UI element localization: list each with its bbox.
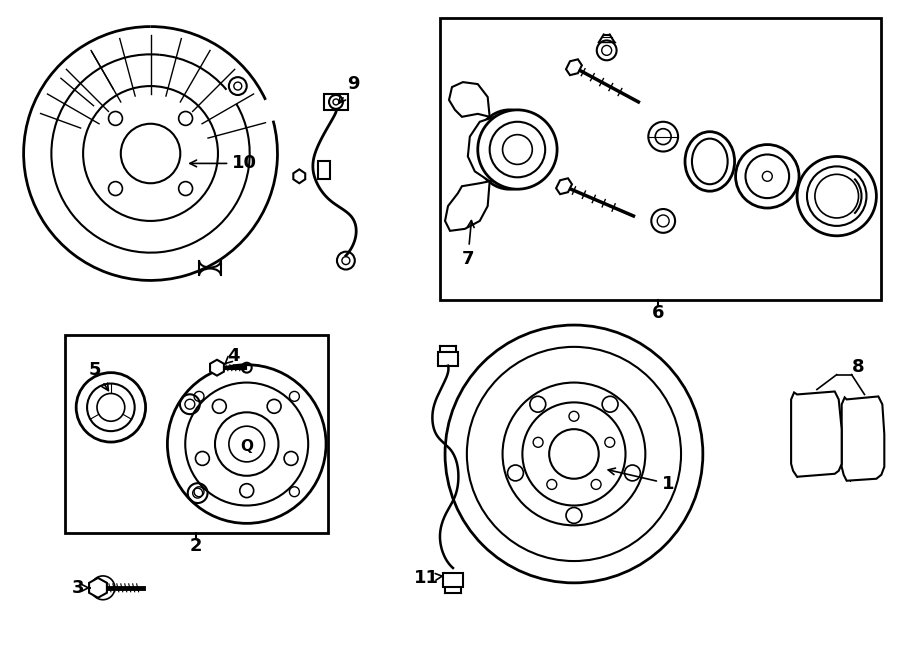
Polygon shape [210,360,224,375]
Text: 3: 3 [72,579,90,597]
Polygon shape [556,178,572,194]
Text: 2: 2 [190,537,203,555]
Polygon shape [89,578,107,598]
Bar [440,18,881,300]
Text: 11: 11 [414,569,443,587]
Text: 7: 7 [462,221,474,268]
Circle shape [735,145,799,208]
Text: 10: 10 [190,155,257,173]
Bar [324,94,348,110]
Bar [438,352,458,366]
Text: 5: 5 [89,361,108,391]
Text: 6: 6 [652,304,664,322]
Polygon shape [468,117,529,181]
Text: Q: Q [240,438,253,453]
Polygon shape [566,59,582,75]
Text: 4: 4 [225,347,240,365]
Bar [443,573,463,587]
Text: 1: 1 [608,468,674,492]
Bar [66,335,328,533]
Polygon shape [842,397,885,481]
Polygon shape [791,391,842,477]
Polygon shape [293,169,305,183]
Polygon shape [445,181,490,231]
Polygon shape [449,82,490,117]
Circle shape [478,110,557,189]
Bar [318,161,330,179]
Text: 8: 8 [852,358,865,375]
Text: 9: 9 [338,75,360,103]
